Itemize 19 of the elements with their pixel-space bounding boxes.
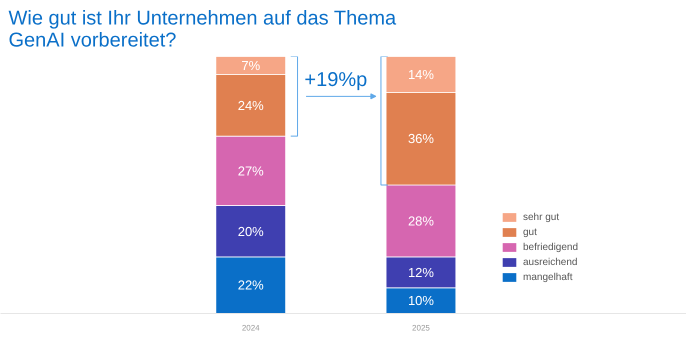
data-label: 12% — [408, 264, 434, 280]
data-label: 14% — [408, 66, 434, 82]
data-label: 36% — [408, 131, 434, 146]
annotation: +19%p — [304, 69, 368, 92]
data-label: 22% — [238, 278, 264, 293]
data-label: 28% — [408, 213, 434, 228]
data-label: 10% — [408, 293, 434, 308]
legend-label: mangelhaft — [523, 272, 572, 282]
x-tick-label: 2024 — [242, 324, 260, 332]
legend-label: ausreichend — [523, 256, 578, 268]
legend-label: befriedigend — [523, 242, 578, 252]
data-label: 7% — [241, 58, 261, 73]
legend-label: gut — [523, 226, 538, 238]
data-label: 24% — [238, 98, 264, 113]
chart-title: Wie gut ist Ihr Unternehmen auf das Thema GenAI vorbereitet? — [8, 8, 397, 52]
legend-label: sehr gut — [523, 212, 560, 222]
x-tick-label: 2025 — [412, 324, 430, 332]
data-label: 20% — [238, 224, 264, 239]
data-label: 27% — [238, 163, 264, 178]
